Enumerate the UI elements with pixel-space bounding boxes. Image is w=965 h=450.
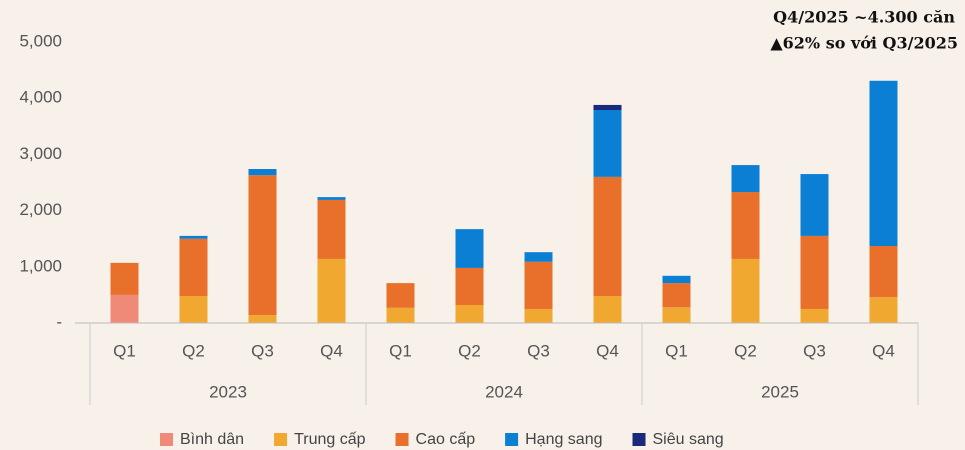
y-tick-label: 1,000 (19, 256, 62, 275)
x-tick-label: Q1 (665, 341, 688, 360)
bar-segment (386, 307, 415, 323)
year-label: 2025 (761, 382, 799, 401)
y-tick-label: 5,000 (19, 31, 62, 50)
bar-segment (593, 296, 622, 323)
bar-segment (662, 275, 691, 284)
bar-segment (317, 258, 346, 323)
bar-segment (800, 235, 829, 309)
x-tick-label: Q1 (389, 341, 412, 360)
x-tick-label: Q1 (113, 341, 136, 360)
bar-segment (731, 165, 760, 193)
bar-segment (731, 258, 760, 323)
legend-label: Siêu sang (653, 431, 724, 448)
bar-segment (110, 294, 139, 323)
bar-segment (662, 283, 691, 308)
legend-swatch (274, 433, 288, 446)
bar-segment (524, 252, 553, 262)
bar-segment (455, 229, 484, 268)
annotation: Q4/2025 ~4.300 căn (773, 8, 955, 27)
legend-swatch (160, 433, 173, 446)
bar-segment (248, 315, 277, 323)
x-tick-label: Q4 (872, 341, 895, 360)
bar-segment (248, 169, 277, 176)
legend-swatch (632, 433, 646, 446)
bar-segment (317, 199, 346, 259)
bar-segment (593, 104, 622, 111)
annotation: ▲62% so với Q3/2025 (770, 34, 958, 53)
bar-segment (662, 307, 691, 323)
y-tick-label: 3,000 (19, 144, 62, 163)
x-tick-label: Q3 (527, 341, 550, 360)
bar-segment (179, 238, 208, 297)
bar-segment (731, 192, 760, 259)
x-tick-label: Q2 (734, 341, 757, 360)
bar-segment (455, 305, 484, 323)
x-tick-label: Q2 (458, 341, 481, 360)
bar-segment (455, 267, 484, 306)
legend-label: Trung cấp (294, 431, 366, 448)
bar-segment (179, 235, 208, 239)
x-tick-label: Q4 (320, 341, 343, 360)
bar-segment (179, 296, 208, 323)
legend-swatch (505, 433, 519, 446)
x-tick-label: Q3 (251, 341, 274, 360)
year-label: 2024 (485, 382, 523, 401)
bar-segment (248, 175, 277, 316)
y-tick-label: 2,000 (19, 200, 62, 219)
bar-segment (869, 246, 898, 298)
year-label: 2023 (209, 382, 247, 401)
bar-segment (800, 174, 829, 236)
y-tick-label: 4,000 (19, 88, 62, 107)
x-tick-label: Q4 (596, 341, 619, 360)
y-tick-label: - (56, 312, 62, 331)
bar-segment (869, 297, 898, 323)
bar-segment (869, 80, 898, 247)
bar-segment (317, 197, 346, 200)
legend-label: Bình dân (180, 431, 244, 448)
bar-segment (386, 283, 415, 308)
bar-segment (110, 262, 139, 295)
legend-label: Hạng sang (525, 431, 602, 448)
legend-swatch (395, 433, 409, 446)
bar-segment (593, 110, 622, 177)
x-tick-label: Q3 (803, 341, 826, 360)
legend-label: Cao cấp (416, 431, 476, 448)
bar-segment (524, 308, 553, 323)
x-tick-label: Q2 (182, 341, 205, 360)
bar-segment (800, 308, 829, 323)
bar-segment (593, 176, 622, 297)
bar-segment (524, 261, 553, 309)
